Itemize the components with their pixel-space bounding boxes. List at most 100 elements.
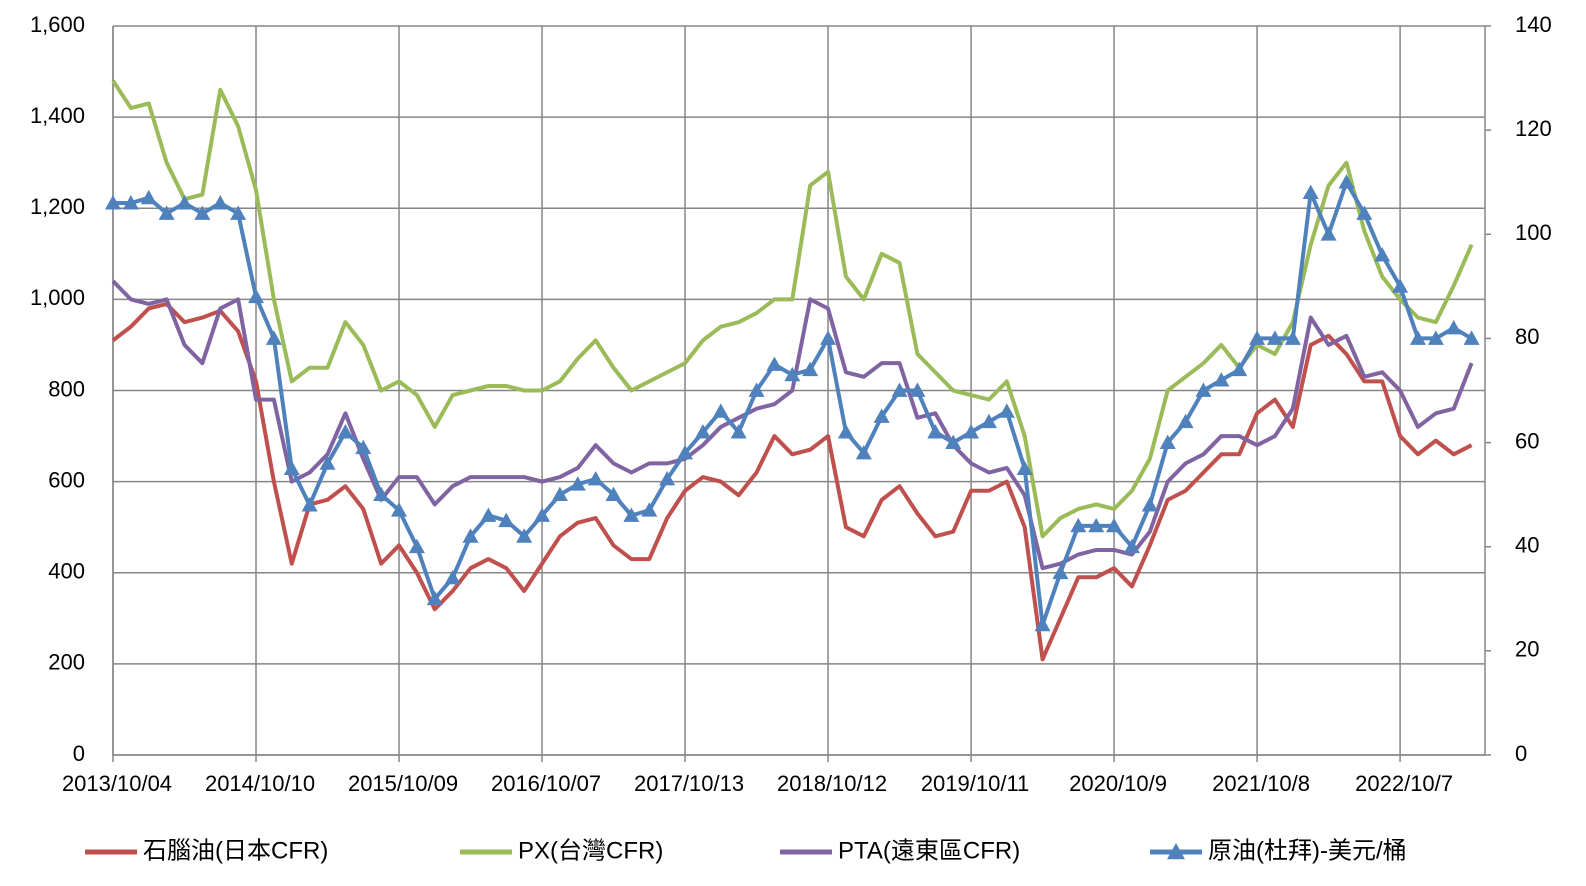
data-point <box>355 439 372 455</box>
data-point <box>1070 517 1087 533</box>
x-tick-label: 2015/10/09 <box>348 771 458 796</box>
y-tick-label: 1,200 <box>30 194 85 219</box>
x-tick-label: 2014/10/10 <box>205 771 315 796</box>
data-point <box>784 366 801 382</box>
data-point <box>945 434 962 449</box>
data-point <box>1159 434 1176 449</box>
y-tick-label: 1,000 <box>30 285 85 310</box>
y-tick-label: 400 <box>48 559 85 584</box>
x-tick-label: 2017/10/13 <box>634 771 744 796</box>
data-point <box>283 460 300 476</box>
data-point <box>1463 330 1480 345</box>
data-point <box>1266 330 1283 345</box>
data-point <box>1016 460 1033 476</box>
data-point <box>980 413 997 429</box>
data-point <box>1141 497 1158 512</box>
data-point <box>802 361 819 377</box>
data-point <box>1249 330 1266 345</box>
data-point <box>212 195 229 210</box>
data-point <box>1106 517 1123 533</box>
data-point <box>230 205 247 220</box>
data-point <box>1213 372 1230 387</box>
data-point <box>534 507 551 522</box>
data-point <box>1392 278 1409 293</box>
data-point <box>426 590 443 606</box>
data-point <box>766 356 783 371</box>
x-tick-label: 2016/10/07 <box>491 771 601 796</box>
data-point <box>623 507 640 522</box>
data-point <box>1123 538 1140 554</box>
data-point <box>1302 184 1319 200</box>
data-point <box>105 195 121 210</box>
y2-tick-label: 100 <box>1515 220 1552 245</box>
legend-marker <box>1167 843 1185 860</box>
data-point <box>587 471 604 486</box>
data-point <box>1177 413 1194 429</box>
data-point <box>480 507 497 522</box>
data-point <box>1445 320 1462 335</box>
data-point <box>408 538 425 554</box>
data-point <box>1320 226 1337 241</box>
y2-tick-label: 120 <box>1515 116 1552 141</box>
data-point <box>373 486 390 502</box>
x-tick-label: 2018/10/12 <box>777 771 887 796</box>
y2-tick-label: 60 <box>1515 428 1539 453</box>
data-point <box>837 424 854 439</box>
data-point <box>194 205 211 220</box>
y-tick-label: 600 <box>48 467 85 492</box>
y-tick-label: 200 <box>48 650 85 675</box>
data-point <box>855 444 872 460</box>
y2-tick-label: 140 <box>1515 12 1552 37</box>
legend-label: PX(台灣CFR) <box>518 837 663 864</box>
data-point <box>1356 205 1373 220</box>
legend-label: 石腦油(日本CFR) <box>143 837 328 864</box>
data-point <box>176 195 193 210</box>
data-point <box>927 424 944 439</box>
data-point <box>677 444 694 460</box>
data-point <box>337 424 354 439</box>
x-tick-label: 2020/10/9 <box>1069 771 1167 796</box>
y2-tick-label: 20 <box>1515 637 1539 662</box>
series-line <box>111 279 1474 571</box>
data-point <box>1034 616 1051 632</box>
data-point <box>748 382 765 397</box>
data-point <box>891 382 908 397</box>
data-point <box>873 408 890 423</box>
data-point <box>730 424 747 439</box>
data-point <box>1195 382 1212 397</box>
y-tick-label: 1,600 <box>30 12 85 37</box>
data-point <box>1374 247 1391 262</box>
data-point <box>712 403 729 418</box>
data-point <box>1338 174 1355 189</box>
data-point <box>462 528 479 543</box>
data-point <box>319 455 336 470</box>
legend-label: 原油(杜拜)-美元/桶 <box>1208 837 1407 864</box>
data-point <box>605 486 622 502</box>
data-point <box>1409 330 1426 345</box>
data-point <box>659 471 676 486</box>
data-point <box>444 569 461 585</box>
legend-label: PTA(遠東區CFR) <box>838 837 1020 864</box>
data-point <box>551 486 568 502</box>
data-point <box>498 512 515 528</box>
x-tick-label: 2021/10/8 <box>1212 771 1310 796</box>
data-point <box>694 424 711 439</box>
data-point <box>1284 330 1301 345</box>
x-tick-label: 2022/10/7 <box>1355 771 1453 796</box>
data-point <box>998 403 1015 418</box>
data-point <box>140 189 157 205</box>
data-point <box>1052 564 1069 580</box>
data-point <box>516 528 533 543</box>
data-point <box>301 497 318 512</box>
x-tick-label: 2019/10/11 <box>921 771 1029 796</box>
data-point <box>265 330 282 345</box>
y2-tick-label: 80 <box>1515 324 1539 349</box>
y2-tick-label: 40 <box>1515 533 1539 558</box>
y-tick-label: 0 <box>73 741 85 766</box>
data-point <box>1427 330 1444 345</box>
data-point <box>391 502 408 517</box>
data-point <box>1231 361 1248 377</box>
data-point <box>641 502 658 517</box>
data-point <box>158 205 175 220</box>
